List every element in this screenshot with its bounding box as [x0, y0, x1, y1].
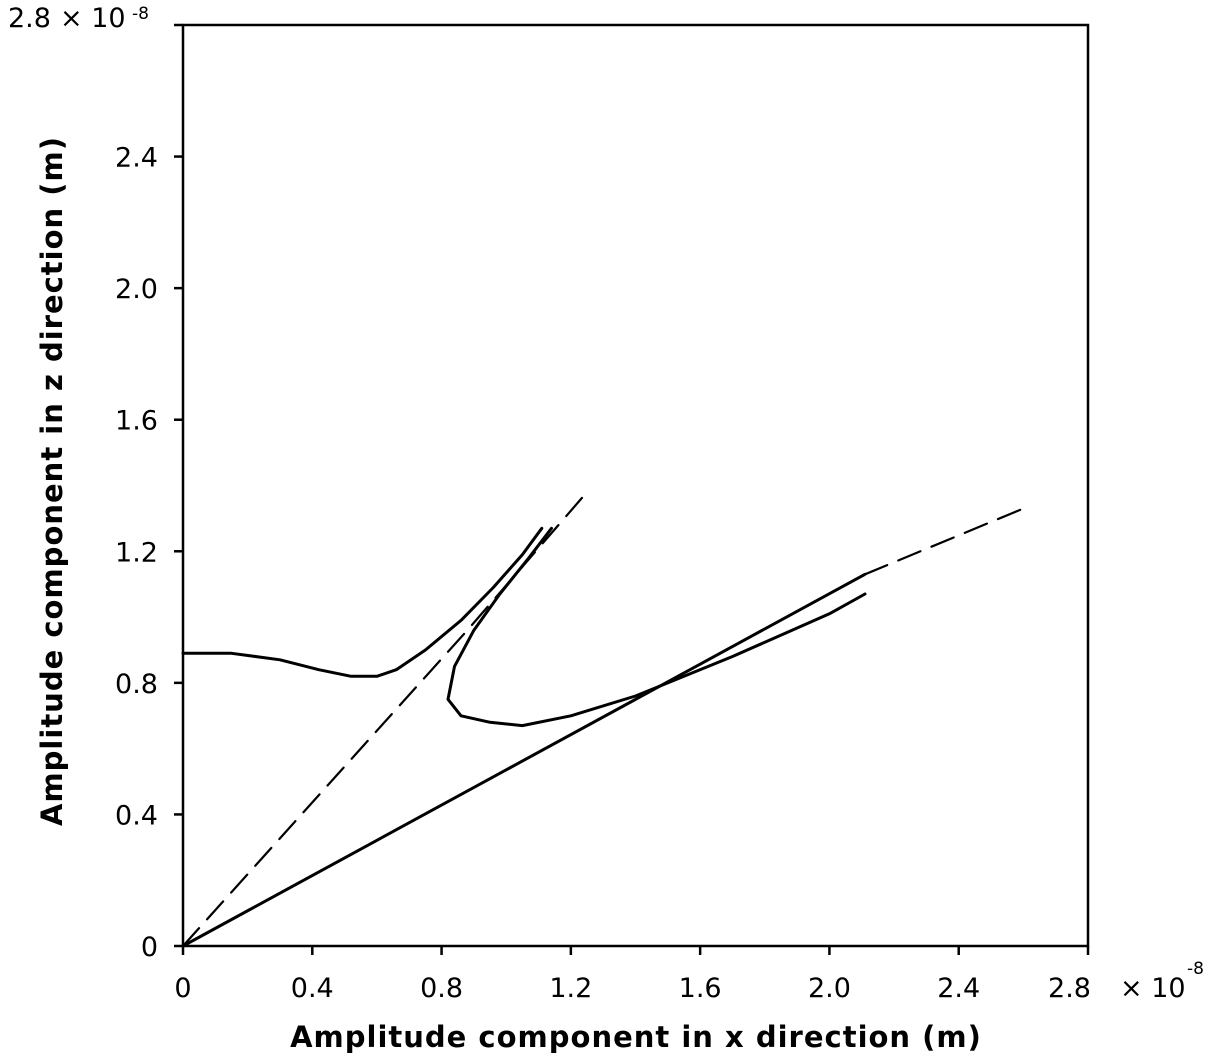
y-tick-label: 2.0	[115, 274, 158, 305]
y-tick-label: 0	[141, 932, 158, 963]
x-tick-label: 1.6	[679, 973, 722, 1004]
x-tick-labels: 0 0.4 0.8 1.2 1.6 2.0 2.4 2.8	[174, 973, 1091, 1004]
y-tick-label: 2.8	[8, 3, 51, 34]
y-axis-title: Amplitude component in z direction (m)	[35, 136, 69, 826]
plot-frame	[181, 23, 1090, 948]
series-solid-line-5	[446, 526, 867, 728]
y-tick-label: 1.2	[115, 537, 158, 568]
series-dashed-line-3	[181, 491, 589, 948]
y-scale-prefix: × 10	[60, 3, 126, 34]
x-tick-label: 0	[174, 973, 191, 1004]
y-tick-label: 1.6	[115, 406, 158, 437]
series-solid-line-4	[181, 526, 544, 678]
y-scale-exponent: -8	[132, 4, 149, 24]
x-scale-exponent: -8	[1187, 959, 1204, 979]
x-tick-label: 0.4	[291, 973, 334, 1004]
y-tick-label: 0.8	[115, 669, 158, 700]
y-tick-labels: 0 0.4 0.8 1.2 1.6 2.0 2.4 2.8	[8, 3, 158, 963]
x-tick-label: 0.8	[420, 973, 463, 1004]
y-tick-label: 2.4	[115, 143, 158, 174]
series-dashed-line-2	[863, 507, 1025, 576]
x-axis-title: Amplitude component in x direction (m)	[290, 1020, 982, 1054]
tick-marks	[174, 23, 1090, 955]
x-tick-label: 2.0	[808, 973, 851, 1004]
y-tick-label: 0.4	[115, 800, 158, 831]
series-group	[181, 491, 1025, 948]
x-tick-label: 1.2	[549, 973, 592, 1004]
x-tick-label: 2.4	[937, 973, 980, 1004]
x-tick-label: 2.8	[1048, 973, 1091, 1004]
series-solid-line-1	[181, 572, 867, 948]
x-scale-prefix: × 10	[1120, 973, 1186, 1004]
